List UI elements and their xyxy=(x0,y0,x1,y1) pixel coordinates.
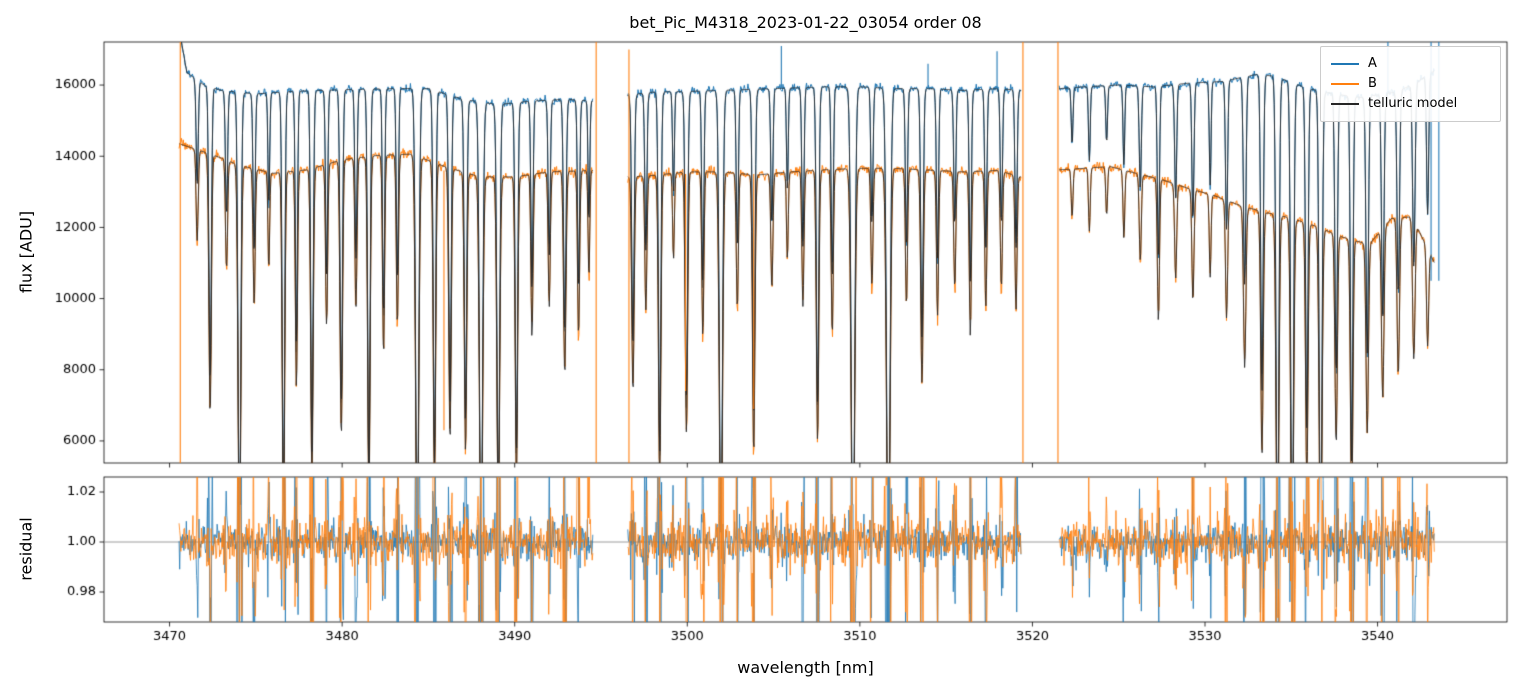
legend-label-a: A xyxy=(1368,56,1377,71)
legend-entry-a: A xyxy=(1331,54,1490,74)
legend-line-telluric-icon xyxy=(1331,103,1359,105)
legend-line-a-icon xyxy=(1331,63,1359,65)
legend-entry-b: B xyxy=(1331,74,1490,94)
legend-label-telluric: telluric model xyxy=(1368,96,1458,111)
x-axis-label: wavelength [nm] xyxy=(737,658,874,677)
residual-axis-label: residual xyxy=(16,517,36,581)
chart-title: bet_Pic_M4318_2023-01-22_03054 order 08 xyxy=(629,13,982,32)
legend: A B telluric model xyxy=(1320,46,1501,122)
legend-entry-telluric-model: telluric model xyxy=(1331,94,1490,114)
legend-line-b-icon xyxy=(1331,83,1359,85)
flux-axis-label: flux [ADU] xyxy=(16,210,36,294)
legend-label-b: B xyxy=(1368,76,1377,91)
